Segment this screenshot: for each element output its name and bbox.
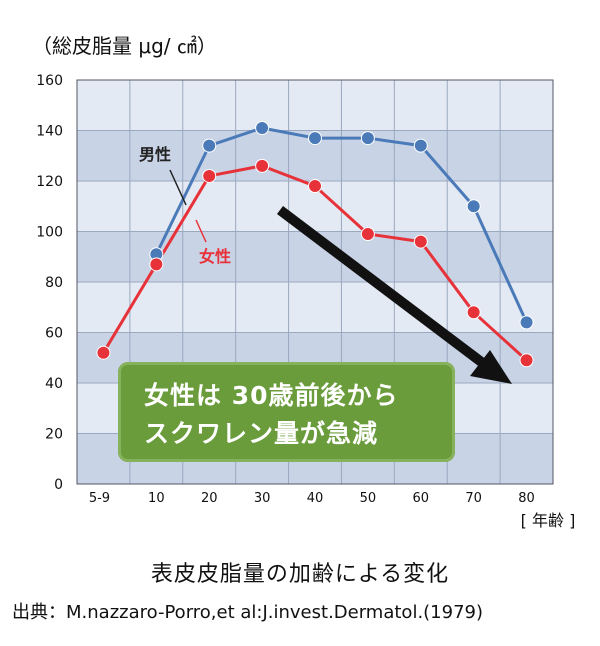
data-point (519, 353, 534, 368)
background-band (77, 282, 553, 333)
y-tick-label: 20 (45, 427, 63, 443)
x-tick-label: 40 (307, 491, 324, 506)
x-tick-label: 80 (518, 491, 535, 506)
data-point (202, 138, 217, 153)
y-tick-label: 140 (36, 124, 63, 140)
x-tick-label: 60 (413, 491, 430, 506)
data-point (413, 138, 428, 153)
y-axis-unit-label: （総皮脂量 μg/ ㎠） (32, 34, 217, 58)
trend-arrow-shaft (276, 206, 488, 368)
y-tick-label: 0 (54, 477, 63, 493)
series-label-leader (195, 219, 207, 243)
series-label-male: 男性 (139, 145, 171, 164)
data-point (202, 168, 217, 183)
y-tick-label: 120 (36, 174, 63, 190)
data-point (360, 227, 375, 242)
series-line-male (154, 126, 528, 324)
trend-arrow-head (470, 350, 512, 384)
data-point (466, 305, 481, 320)
y-tick-label: 40 (45, 376, 63, 392)
x-tick-label: 5-9 (89, 491, 110, 506)
y-axis-tick-labels: 0 20 40 60 80 100 120 140 160 (36, 73, 63, 493)
x-tick-label: 20 (201, 491, 218, 506)
y-tick-label: 80 (45, 275, 63, 291)
data-point (466, 199, 481, 214)
trend-arrow (276, 206, 512, 384)
data-point (255, 158, 270, 173)
x-axis-label: [ 年齢 ] (521, 511, 576, 530)
data-point (255, 120, 270, 135)
series-points (96, 120, 534, 368)
data-point (308, 131, 322, 146)
plot-frame (76, 79, 554, 485)
callout-line-1: 女性は 30歳前後から (144, 381, 399, 410)
plot-border (76, 79, 554, 485)
series-label-female: 女性 (199, 247, 231, 266)
x-tick-label: 70 (465, 491, 482, 506)
y-tick-label: 160 (36, 73, 63, 89)
chart: 0 20 40 60 80 100 120 140 160 5-9 10 20 30 40 50 60 70 8… (36, 73, 576, 530)
x-axis-tick-labels: 5-9 10 20 30 40 50 60 70 80 (89, 491, 535, 506)
series-label-leader (169, 169, 187, 206)
chart-caption: 表皮皮脂量の加齢による変化 (150, 562, 450, 587)
x-tick-label: 50 (360, 491, 377, 506)
callout-line-2: スクワレン量が急減 (144, 419, 379, 448)
y-tick-label: 100 (36, 225, 63, 241)
data-point (519, 315, 534, 330)
callout-box: 女性は 30歳前後から スクワレン量が急減 (118, 362, 455, 462)
data-point (96, 345, 111, 360)
background-band (77, 80, 553, 131)
x-tick-label: 10 (148, 491, 165, 506)
y-tick-label: 60 (45, 326, 63, 342)
x-tick-label: 30 (254, 491, 271, 506)
data-point (360, 131, 375, 146)
data-point (149, 257, 164, 272)
source-citation: 出典：M.nazzaro-Porro,et al:J.invest.Dermat… (12, 602, 484, 623)
data-point (413, 234, 428, 249)
data-point (308, 179, 322, 194)
